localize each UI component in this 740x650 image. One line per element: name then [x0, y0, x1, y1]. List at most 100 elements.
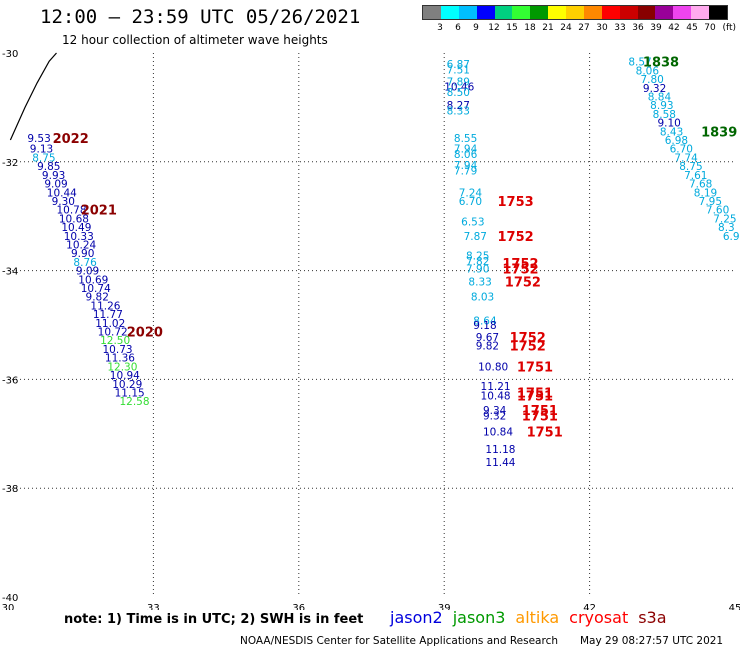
wave-height-point: 9.53: [27, 133, 50, 145]
wave-height-point: 6.87: [447, 59, 470, 71]
legend-tick-label: 70: [704, 23, 716, 33]
pass-time-label: 2021: [81, 204, 117, 219]
wave-height-point: 7.60: [706, 205, 729, 217]
wave-height-point: 8.50: [447, 87, 470, 99]
wave-height-point: 10.48: [481, 391, 511, 403]
legend-swatch: [673, 6, 692, 19]
wave-height-point: 7.61: [684, 170, 707, 182]
wave-height-point: 11.02: [95, 318, 125, 330]
wave-height-point: 10.29: [112, 379, 142, 391]
legend-swatch: [423, 6, 441, 19]
y-tick-label: -34: [2, 267, 18, 278]
wave-height-point: 10.24: [66, 239, 96, 251]
wave-height-point: 8.58: [653, 109, 676, 121]
legend-swatch: [709, 6, 727, 19]
wave-height-point: 8.75: [679, 161, 702, 173]
wave-height-point: 9.67: [476, 332, 499, 344]
wave-height-point: 6.70: [459, 196, 482, 208]
legend-tick-label: 18: [524, 23, 536, 33]
wave-height-point: 7.94: [454, 160, 478, 172]
wave-height-point: 10.74: [81, 283, 111, 295]
wave-height-point: 7.95: [699, 196, 722, 208]
wave-height-point: 11.44: [485, 457, 515, 469]
footer-note: note: 1) Time is in UTC; 2) SWH is in fe…: [64, 612, 364, 627]
pass-time-label: 1752: [510, 340, 546, 355]
pass-time-label: 1751: [527, 426, 563, 441]
wave-height-point: 11.18: [485, 444, 515, 456]
pass-time-label: 1751: [522, 409, 558, 424]
legend-tick-label: 3: [437, 23, 443, 33]
legend-tick-label: 9: [473, 23, 479, 33]
legend-tick-label: 45: [686, 23, 698, 33]
legend-swatch: [512, 6, 531, 19]
wave-height-point: 9.32: [643, 83, 666, 95]
wave-height-point: 8.64: [473, 316, 497, 328]
wave-height-point: 7.80: [640, 74, 663, 86]
x-tick-label: 45: [729, 603, 740, 610]
pass-time-label: 2022: [53, 132, 89, 147]
legend-swatch: [583, 6, 602, 19]
legend-tick-label: 6: [455, 23, 461, 33]
wave-height-point: 9.18: [473, 320, 496, 332]
satellite-legend: jason2 jason3 altika cryosat s3a: [390, 608, 677, 627]
legend-tick-label: 42: [668, 23, 680, 33]
wave-height-point: 7.90: [466, 263, 489, 275]
wave-height-point: 10.72: [98, 327, 128, 339]
wave-height-point: 12.50: [100, 335, 130, 347]
wave-height-point: 8.3: [718, 222, 735, 234]
pass-time-label: 2020: [127, 326, 163, 341]
wave-height-point: 8.76: [73, 257, 97, 269]
wave-height-point: 8.43: [660, 126, 683, 138]
wave-height-point: 6.53: [461, 217, 484, 229]
legend-swatch: [548, 6, 566, 19]
legend-swatch: [566, 6, 584, 19]
pass-time-label: 1751: [517, 386, 553, 401]
satellite-jason2: jason2: [390, 608, 443, 627]
wave-height-point: 11.77: [93, 309, 123, 321]
wave-height-point: 8.33: [468, 276, 491, 288]
wave-height-point: 8.33: [447, 106, 470, 118]
pass-time-label: 1839: [701, 125, 737, 140]
wave-height-point: 7.51: [447, 64, 470, 76]
wave-height-point: 7.24: [459, 187, 483, 199]
wave-height-point: 8.75: [32, 152, 55, 164]
pass-time-label: 1751: [522, 404, 558, 419]
legend-swatches: [422, 5, 728, 20]
x-tick-label: 33: [147, 603, 160, 610]
wave-height-point: 8.06: [454, 149, 478, 161]
y-tick-label: -32: [2, 158, 18, 169]
satellite-s3a: s3a: [638, 608, 667, 627]
legend-swatch: [476, 6, 495, 19]
pass-time-label: 1752: [505, 275, 541, 290]
wave-height-point: 7.74: [674, 152, 698, 164]
x-tick-label: 30: [2, 603, 15, 610]
pass-time-label: 1838: [643, 56, 679, 71]
legend-tick-label: 39: [650, 23, 662, 33]
legend-swatch: [530, 6, 549, 19]
wave-height-point: 8.93: [650, 100, 673, 112]
wave-height-point: 6.70: [670, 144, 693, 156]
wave-height-point: 6.9: [723, 231, 740, 243]
pass-time-label: 1752: [498, 230, 534, 245]
legend-tick-label: 24: [560, 23, 572, 33]
legend-tick-label: 12: [488, 23, 500, 33]
pass-time-label: 1753: [498, 195, 534, 210]
wave-height-point: 7.68: [689, 179, 712, 191]
legend-tick-label: 15: [506, 23, 518, 33]
wave-height-point: 8.57: [628, 57, 651, 69]
wave-height-point: 10.49: [61, 222, 91, 234]
wave-height-point: 7.82: [466, 256, 489, 268]
wave-height-point: 9.85: [37, 161, 60, 173]
coastline: [9, 52, 57, 141]
wave-height-point: 9.09: [44, 179, 67, 191]
pass-time-label: 1752: [510, 331, 546, 346]
wave-height-point: 8.55: [454, 133, 477, 145]
wave-height-point: 8.03: [471, 292, 494, 304]
legend-swatch: [601, 6, 620, 19]
wave-height-point: 9.82: [86, 292, 109, 304]
satellite-altika: altika: [515, 608, 560, 627]
satellite-cryosat: cryosat: [569, 608, 629, 627]
wave-height-point: 11.36: [105, 353, 135, 365]
legend-tick-label: 30: [596, 23, 608, 33]
wave-height-point: 9.09: [76, 266, 99, 278]
